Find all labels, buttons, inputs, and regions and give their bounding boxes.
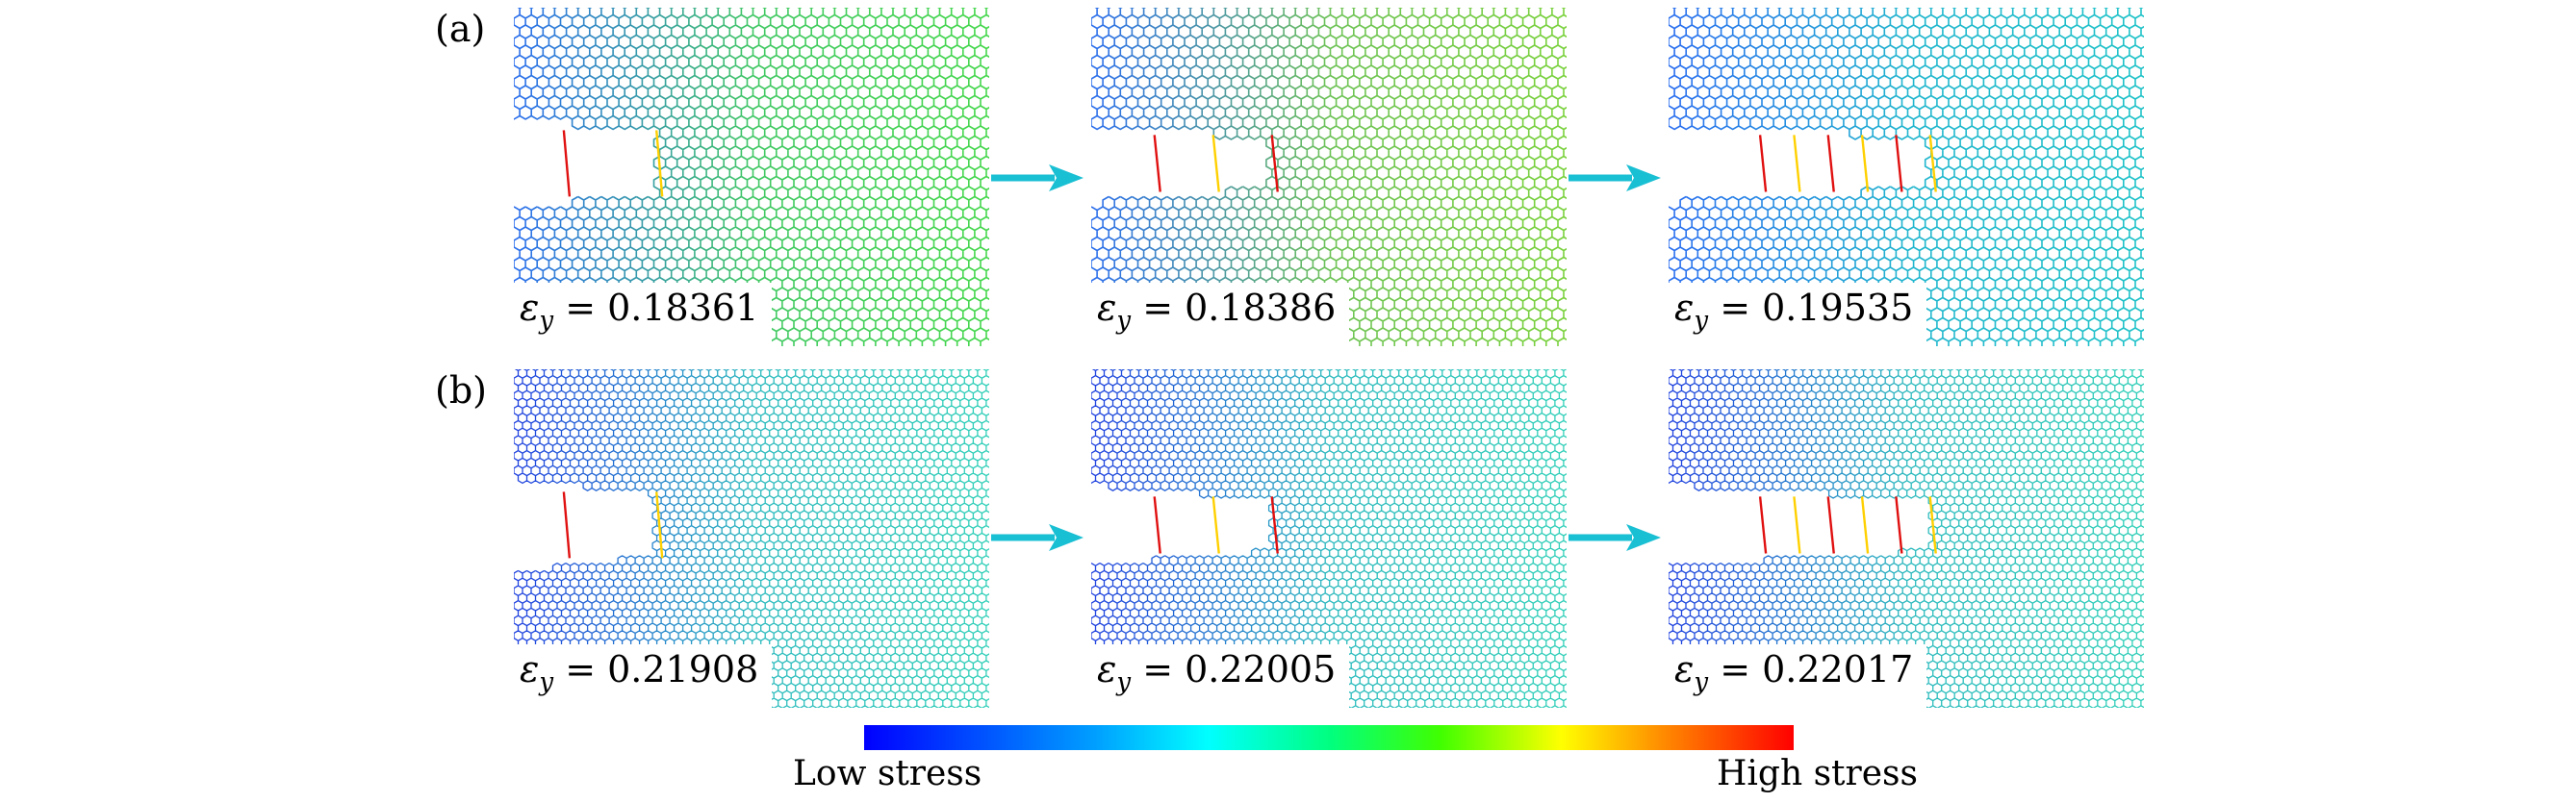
stressed-bond xyxy=(1860,496,1870,554)
stressed-bond xyxy=(1895,496,1903,554)
stressed-bonds xyxy=(1153,135,1279,192)
panel-b3: εy = 0.22017 xyxy=(1669,369,2144,708)
row-label-b: (b) xyxy=(435,369,487,412)
strain-label-a3: εy = 0.19535 xyxy=(1669,283,1927,346)
strain-label-a2: εy = 0.18386 xyxy=(1091,283,1350,346)
panel-b1: εy = 0.21908 xyxy=(514,369,989,708)
stressed-bond xyxy=(1895,135,1903,192)
arrow-a2 xyxy=(1569,164,1661,191)
arrow-b1 xyxy=(991,524,1084,551)
stressed-bond xyxy=(1860,135,1870,192)
strain-label-b2: εy = 0.22005 xyxy=(1091,644,1350,708)
stressed-bond xyxy=(655,491,664,559)
stressed-bond xyxy=(1153,135,1161,192)
stressed-bond xyxy=(655,130,664,197)
stressed-bond xyxy=(1758,135,1768,192)
stressed-bond xyxy=(1826,135,1835,192)
colorbar-high-label: High stress xyxy=(1717,754,1918,793)
panel-a3: εy = 0.19535 xyxy=(1669,8,2144,346)
stressed-bonds xyxy=(1758,135,1937,192)
stressed-bond xyxy=(1270,135,1279,192)
panel-b2: εy = 0.22005 xyxy=(1091,369,1567,708)
panel-a2: εy = 0.18386 xyxy=(1091,8,1567,346)
stressed-bond xyxy=(562,491,572,559)
strain-label-b3: εy = 0.22017 xyxy=(1669,644,1927,708)
stressed-bonds xyxy=(1153,496,1279,554)
stressed-bonds xyxy=(562,130,664,197)
stressed-bond xyxy=(1758,496,1768,554)
stressed-bond xyxy=(562,130,572,197)
arrow-a1 xyxy=(991,164,1084,191)
stressed-bonds xyxy=(562,491,664,559)
stressed-bond xyxy=(1270,496,1279,554)
stressed-bond xyxy=(1793,496,1801,554)
stressed-bond xyxy=(1793,135,1801,192)
strain-label-a1: εy = 0.18361 xyxy=(514,283,773,346)
panel-a1: εy = 0.18361 xyxy=(514,8,989,346)
stressed-bond xyxy=(1826,496,1835,554)
stressed-bonds xyxy=(1758,496,1937,554)
stressed-bond xyxy=(1211,135,1220,192)
row-label-a: (a) xyxy=(435,8,486,50)
stress-colorbar xyxy=(864,725,1794,750)
stressed-bond xyxy=(1153,496,1161,554)
stressed-bond xyxy=(1928,135,1937,192)
stressed-bond xyxy=(1211,496,1220,554)
arrow-b2 xyxy=(1569,524,1661,551)
colorbar-low-label: Low stress xyxy=(793,754,982,793)
strain-label-b1: εy = 0.21908 xyxy=(514,644,773,708)
stressed-bond xyxy=(1928,496,1937,554)
lattice-a3 xyxy=(1669,8,2144,346)
